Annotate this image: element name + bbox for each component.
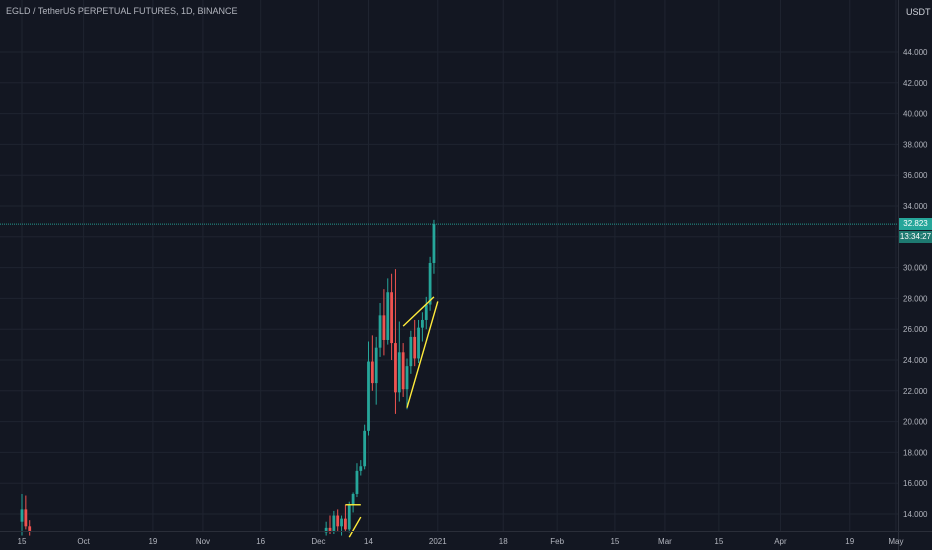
price-tick-label: 18.000 <box>903 448 928 457</box>
candle-body <box>394 343 397 393</box>
time-axis[interactable]: 15 Oct 19 Nov 16 Dec 14 2021 18 Feb 15 Mar 15 Apr 19 Ma… <box>0 531 932 547</box>
trendline-drawings[interactable] <box>345 296 439 538</box>
price-tick-label: 20.000 <box>903 418 928 427</box>
candle-body <box>421 319 424 328</box>
candle-body <box>24 509 28 527</box>
time-tick-label: 2021 <box>429 537 447 546</box>
time-tick-label: Nov <box>196 537 210 546</box>
candle-body <box>401 352 405 390</box>
price-tick-label: 34.000 <box>903 202 928 211</box>
price-tick-label: 24.000 <box>903 356 928 365</box>
price-tick-label: 42.000 <box>903 79 928 88</box>
price-tick-label: 22.000 <box>903 387 928 396</box>
grid-lines <box>0 0 898 531</box>
price-tick-label: 28.000 <box>903 294 928 303</box>
time-tick-label: Mar <box>658 537 672 546</box>
candle-body <box>428 262 432 305</box>
last-price-label: 32.823 <box>899 218 932 231</box>
time-tick-label: May <box>888 537 903 546</box>
candle-body <box>328 527 332 531</box>
time-tick-label: 16 <box>256 537 265 546</box>
candle-body <box>409 336 413 367</box>
symbol-title: EGLD / TetherUS PERPETUAL FUTURES, 1D, B… <box>6 6 238 16</box>
candle-body <box>424 304 428 320</box>
time-tick-label: 19 <box>845 537 854 546</box>
candle-body <box>351 493 355 505</box>
quote-currency-badge[interactable]: USDT <box>906 7 931 17</box>
candle-body <box>386 292 390 340</box>
price-tick-label: 40.000 <box>903 110 928 119</box>
time-tick-label: 19 <box>148 537 157 546</box>
candle-body <box>324 527 328 533</box>
candle-body <box>332 515 336 531</box>
candle-body <box>359 466 363 471</box>
candle-body <box>378 315 382 348</box>
time-tick-label: Feb <box>550 537 564 546</box>
candlestick-series <box>20 219 436 536</box>
trendline <box>406 301 439 408</box>
time-tick-label: 15 <box>714 537 723 546</box>
candle-body <box>28 526 32 531</box>
time-tick-label: 15 <box>610 537 619 546</box>
candle-body <box>382 315 386 340</box>
candle-body <box>397 352 401 393</box>
candle-body <box>367 361 370 431</box>
candle-body <box>390 292 393 344</box>
bar-countdown-label: 13:34:27 <box>899 231 932 244</box>
candle-body <box>336 515 340 527</box>
price-tick-label: 16.000 <box>903 479 928 488</box>
candle-body <box>355 470 359 494</box>
candle-body <box>417 327 420 359</box>
candle-body <box>432 224 436 263</box>
candle-body <box>20 509 24 522</box>
time-tick-label: 14 <box>364 537 373 546</box>
candle-body <box>363 430 367 467</box>
price-tick-label: 38.000 <box>903 140 928 149</box>
time-tick-label: 18 <box>499 537 508 546</box>
price-tick-label: 14.000 <box>903 510 928 519</box>
candle-body <box>413 336 417 359</box>
trendline <box>348 516 362 538</box>
time-tick-label: Oct <box>77 537 90 546</box>
candle-body <box>347 504 351 530</box>
price-axis[interactable]: 14.000 16.000 18.000 20.000 22.000 24.000 26.0… <box>898 0 929 550</box>
candle-body <box>405 366 409 390</box>
price-tick-label: 30.000 <box>903 264 928 273</box>
time-tick-label: 15 <box>18 537 27 546</box>
price-tick-label: 36.000 <box>903 171 928 180</box>
candle-body <box>370 361 374 384</box>
candle-body <box>340 518 343 527</box>
time-tick-label: Apr <box>774 537 787 546</box>
price-tick-label: 44.000 <box>903 48 928 57</box>
time-tick-label: Dec <box>311 537 325 546</box>
candle-body <box>374 347 378 384</box>
trendline <box>402 296 435 327</box>
candle-body <box>344 518 347 530</box>
price-tick-label: 26.000 <box>903 325 928 334</box>
